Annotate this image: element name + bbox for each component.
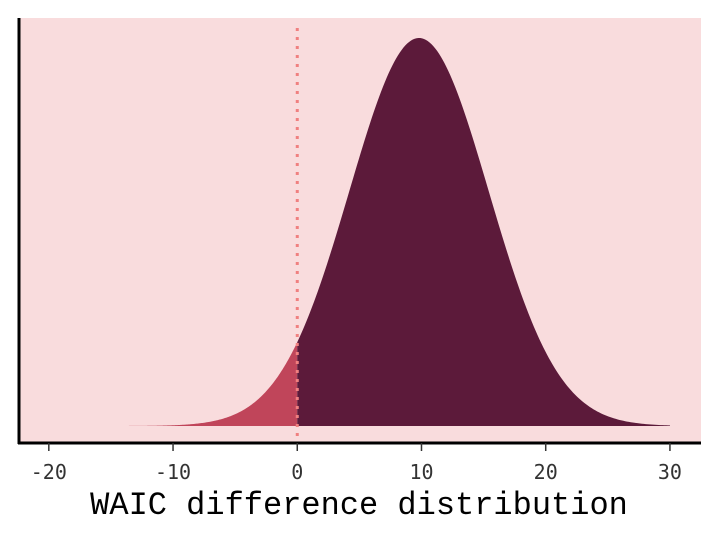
x-tick-label: -20: [31, 460, 67, 484]
x-axis-title: WAIC difference distribution: [90, 487, 628, 524]
x-tick-label: 30: [658, 460, 682, 484]
x-tick-label: 20: [534, 460, 558, 484]
x-axis-ticks: -20 -10 0 10 20 30: [31, 443, 682, 484]
density-area-below-zero: [123, 342, 298, 426]
x-tick-label: -10: [155, 460, 191, 484]
x-tick-label: 10: [409, 460, 433, 484]
x-tick-label: 0: [291, 460, 303, 484]
density-area-above-zero: [297, 38, 670, 427]
